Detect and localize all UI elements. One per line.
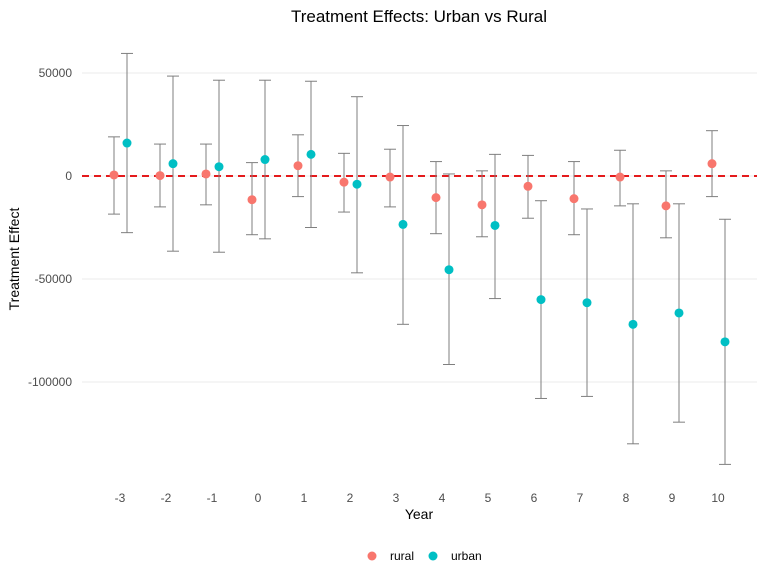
point-rural [523,181,533,191]
x-tick-label: 2 [347,491,354,505]
point-rural [431,193,441,203]
x-tick-labels: -3 -2 -1 0 1 2 3 4 5 6 7 8 9 10 [115,491,725,505]
point-rural [339,177,349,187]
point-rural [661,201,671,211]
x-tick-label: -2 [161,491,172,505]
point-urban [582,298,592,308]
legend-swatch-rural [367,551,377,561]
y-axis-label: Treatment Effect [6,208,22,311]
point-urban [628,319,638,329]
point-rural [707,159,717,169]
x-tick-label: 0 [255,491,262,505]
point-rural [109,170,119,180]
errorbar-layer [108,52,731,465]
y-tick-label: 0 [65,169,72,183]
points-layer [109,138,730,347]
point-urban [306,149,316,159]
point-rural [385,172,395,182]
legend-swatch-urban [428,551,438,561]
legend-label-rural: rural [390,549,414,563]
point-urban [444,265,454,275]
point-urban [214,162,224,172]
x-tick-label: 1 [301,491,308,505]
x-axis-label: Year [405,506,434,522]
point-rural [615,172,625,182]
legend-label-urban: urban [451,549,482,563]
legend: rural urban [367,549,482,563]
y-tick-label: -50000 [35,272,73,286]
x-tick-label: 7 [577,491,584,505]
point-rural [247,195,257,205]
y-tick-labels: 50000 0 -50000 -100000 [28,66,72,389]
x-tick-label: 4 [439,491,446,505]
point-rural [293,161,303,171]
point-urban [260,155,270,165]
point-urban [168,159,178,169]
point-urban [720,337,730,347]
point-urban [352,179,362,189]
x-tick-label: 9 [669,491,676,505]
x-tick-label: 5 [485,491,492,505]
chart-title: Treatment Effects: Urban vs Rural [291,7,547,26]
x-tick-label: 3 [393,491,400,505]
x-tick-label: -1 [207,491,218,505]
point-rural [201,169,211,179]
grid-layer [82,72,757,383]
x-tick-label: 10 [711,491,725,505]
point-urban [398,219,408,229]
point-rural [569,194,579,204]
point-rural [155,171,165,181]
x-tick-label: 8 [623,491,630,505]
point-urban [122,138,132,148]
point-urban [536,295,546,305]
point-rural [477,200,487,210]
x-tick-label: -3 [115,491,126,505]
y-tick-label: 50000 [39,66,73,80]
point-urban [490,220,500,230]
point-urban [674,308,684,318]
x-tick-label: 6 [531,491,538,505]
y-tick-label: -100000 [28,375,72,389]
